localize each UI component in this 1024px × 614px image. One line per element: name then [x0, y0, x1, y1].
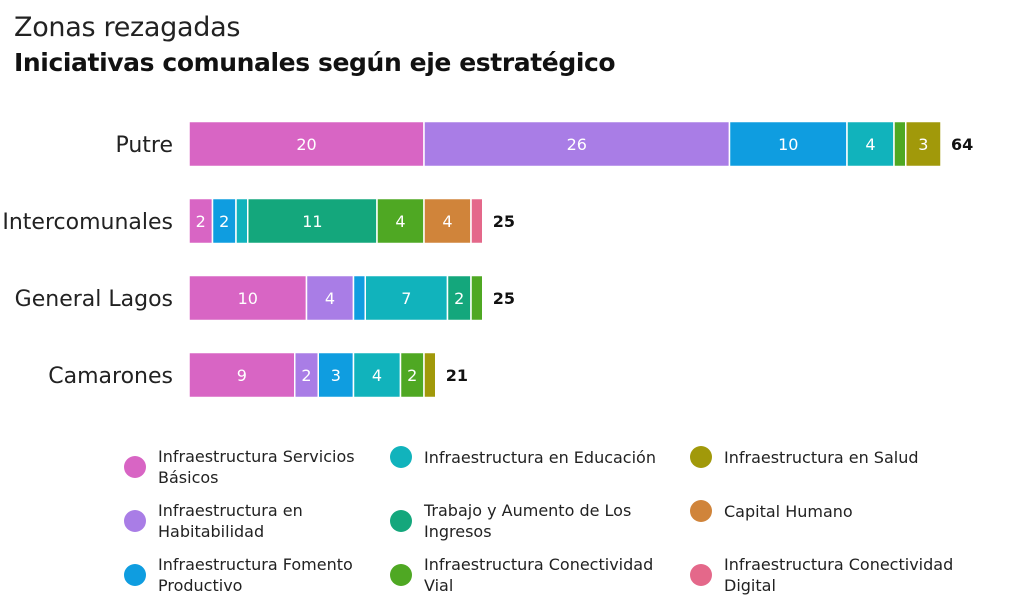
legend-item-trabajo-ingresos: Trabajo y Aumento de Los Ingresos [390, 500, 660, 542]
legend-swatch [390, 564, 412, 586]
legend-label: Infraestructura en Salud [724, 447, 919, 467]
legend-item-fomento-productivo: Infraestructura Fomento Productivo [124, 554, 374, 596]
chart-subtitle: Iniciativas comunales según eje estratég… [14, 48, 616, 77]
bar-total-label: 25 [493, 289, 515, 308]
legend-label: Infraestructura en Educación [424, 447, 656, 467]
segment-value-label: 10 [778, 135, 798, 154]
legend-swatch [390, 510, 412, 532]
segment-value-label: 4 [865, 135, 875, 154]
bar-total-label: 25 [493, 212, 515, 231]
segment-value-label: 20 [296, 135, 316, 154]
legend-swatch [690, 446, 712, 468]
bar-total-label: 21 [446, 366, 468, 385]
segment-value-label: 3 [918, 135, 928, 154]
segment-value-label: 4 [325, 289, 335, 308]
legend-label: Infraestructura Servicios Básicos [158, 447, 355, 487]
legend-item-educacion: Infraestructura en Educación [390, 446, 660, 468]
bar-segment [188, 274, 308, 322]
segment-value-label: 4 [372, 366, 382, 385]
category-label: Intercomunales [2, 210, 173, 235]
legend-swatch [124, 564, 146, 586]
legend-label: Infraestructura Fomento Productivo [158, 555, 353, 595]
legend-label: Capital Humano [724, 501, 853, 521]
bar-segment [470, 197, 484, 245]
bar-segment [893, 120, 907, 168]
bar-segment [423, 351, 437, 399]
legend-item-salud: Infraestructura en Salud [690, 446, 990, 468]
segment-value-label: 26 [567, 135, 587, 154]
legend-item-capital-humano: Capital Humano [690, 500, 990, 522]
segment-value-label: 2 [301, 366, 311, 385]
segment-value-label: 3 [331, 366, 341, 385]
segment-value-label: 2 [219, 212, 229, 231]
legend-item-conectividad-vial: Infraestructura Conectividad Vial [390, 554, 660, 596]
segment-value-label: 4 [395, 212, 405, 231]
legend-item-conectividad-digital: Infraestructura Conectividad Digital [690, 554, 990, 596]
bar-segment [305, 274, 355, 322]
bar-segment [364, 274, 449, 322]
legend-swatch [690, 500, 712, 522]
legend-label: Infraestructura Conectividad Vial [424, 555, 654, 595]
legend-item-habitabilidad: Infraestructura en Habitabilidad [124, 500, 374, 542]
legend-label: Infraestructura en Habitabilidad [158, 501, 303, 541]
category-label: Putre [115, 133, 173, 158]
legend-label: Trabajo y Aumento de Los Ingresos [424, 501, 632, 541]
segment-value-label: 7 [401, 289, 411, 308]
bar-segment [846, 120, 895, 168]
bar-segment [247, 197, 378, 245]
category-label: General Lagos [15, 287, 173, 312]
legend-swatch [390, 446, 412, 468]
segment-value-label: 2 [454, 289, 464, 308]
bar-segment [905, 120, 942, 168]
segment-value-label: 11 [302, 212, 322, 231]
legend-item-servicios-basicos: Infraestructura Servicios Básicos [124, 446, 374, 488]
segment-value-label: 2 [407, 366, 417, 385]
bar-segment [235, 197, 249, 245]
bar-total-label: 64 [951, 135, 973, 154]
bar-segment [470, 274, 484, 322]
legend-swatch [690, 564, 712, 586]
segment-value-label: 4 [442, 212, 452, 231]
legend-swatch [124, 456, 146, 478]
chart-title: Zonas rezagadas [14, 12, 241, 43]
segment-value-label: 2 [196, 212, 206, 231]
segment-value-label: 10 [238, 289, 258, 308]
bar-segment [376, 197, 425, 245]
bar-segment [352, 274, 366, 322]
legend-swatch [124, 510, 146, 532]
bar-segment [188, 120, 425, 168]
bar-segment [317, 351, 355, 399]
legend-label: Infraestructura Conectividad Digital [724, 555, 954, 595]
category-label: Camarones [48, 364, 173, 389]
bar-segment [188, 351, 296, 399]
segment-value-label: 9 [237, 366, 247, 385]
